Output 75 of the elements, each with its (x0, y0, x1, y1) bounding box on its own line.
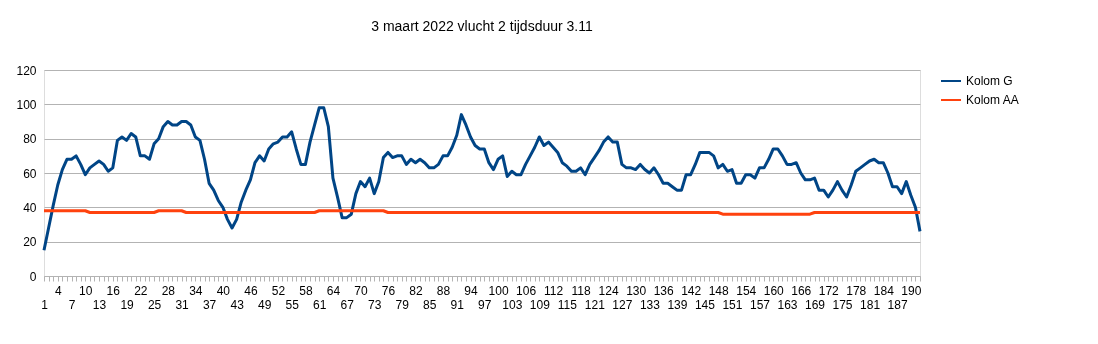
x-tick-label: 151 (722, 297, 743, 312)
x-tick-label: 85 (423, 297, 437, 312)
x-tick-label: 31 (175, 297, 190, 312)
x-tick-label: 7 (68, 297, 76, 312)
x-tick-label: 22 (134, 283, 148, 298)
line-series (42, 106, 922, 252)
y-tick-label: 120 (16, 63, 37, 78)
x-tick-label: 10 (79, 283, 93, 298)
x-tick-label: 148 (708, 283, 730, 298)
x-tick-label: 154 (736, 283, 757, 298)
x-tick-label: 181 (860, 297, 881, 312)
legend-label: Kolom AA (966, 93, 1019, 107)
x-tick-label: 187 (887, 297, 908, 312)
x-tick-label: 139 (667, 297, 688, 312)
x-tick-label: 49 (257, 297, 272, 312)
x-tick-label: 97 (478, 297, 492, 312)
x-tick-label: 4 (54, 283, 62, 298)
x-tick-label: 142 (681, 283, 702, 298)
x-tick-label: 76 (381, 283, 396, 298)
x-tick-label: 70 (354, 283, 368, 298)
x-tick-label: 40 (216, 283, 231, 298)
x-tick-label: 109 (529, 297, 551, 312)
x-tick-label: 79 (395, 297, 410, 312)
legend-label: Kolom G (966, 74, 1013, 88)
x-tick-label: 91 (450, 297, 465, 312)
x-tick-label: 100 (488, 283, 509, 298)
x-tick-label: 37 (202, 297, 217, 312)
x-tick-label: 163 (777, 297, 798, 312)
x-tick-label: 64 (326, 283, 341, 298)
chart-title: 3 maart 2022 vlucht 2 tijdsduur 3.11 (371, 18, 593, 34)
x-tick-label: 133 (639, 297, 661, 312)
x-tick-label: 13 (92, 297, 107, 312)
y-tick-label: 20 (23, 235, 37, 250)
x-tick-label: 58 (299, 283, 313, 298)
x-tick-label: 73 (368, 297, 382, 312)
y-tick-label: 100 (16, 97, 37, 112)
y-tick-label: 80 (23, 132, 37, 147)
x-tick-label: 127 (612, 297, 633, 312)
x-tick-label: 112 (544, 283, 564, 298)
x-tick-label: 43 (230, 297, 245, 312)
x-tick-label: 178 (846, 283, 867, 298)
x-tick-label: 28 (161, 283, 176, 298)
x-tick-label: 94 (464, 283, 479, 298)
x-tick-label: 61 (313, 297, 327, 312)
x-tick-label: 34 (189, 283, 203, 298)
y-tick-label: 60 (23, 166, 37, 181)
x-tick-label: 82 (409, 283, 423, 298)
x-tick-label: 175 (832, 297, 853, 312)
x-tick-label: 166 (791, 283, 812, 298)
x-tick-label: 130 (626, 283, 647, 298)
x-tick-label: 190 (901, 283, 922, 298)
x-tick-label: 172 (818, 283, 840, 298)
x-tick-label: 103 (502, 297, 523, 312)
x-tick-label: 55 (285, 297, 300, 312)
x-tick-label: 136 (653, 283, 674, 298)
x-tick-label: 46 (244, 283, 258, 298)
x-tick-label: 52 (271, 283, 286, 298)
x-tick-label: 145 (694, 297, 716, 312)
x-tick-label: 88 (436, 283, 451, 298)
x-tick-label: 118 (571, 283, 591, 298)
x-tick-label: 157 (749, 297, 771, 312)
x-tick-label: 1 (41, 297, 49, 312)
x-tick-label: 124 (598, 283, 619, 298)
x-tick-label: 184 (873, 283, 895, 298)
x-tick-label: 115 (557, 297, 578, 312)
x-tick-label: 16 (106, 283, 121, 298)
x-tick-label: 169 (805, 297, 826, 312)
y-tick-label: 0 (29, 269, 37, 284)
y-tick-label: 40 (23, 200, 37, 215)
x-tick-label: 106 (516, 283, 537, 298)
x-tick-label: 25 (147, 297, 162, 312)
x-tick-label: 67 (340, 297, 355, 312)
x-tick-label: 160 (763, 283, 785, 298)
x-tick-label: 19 (120, 297, 135, 312)
x-tick-label: 121 (584, 297, 606, 312)
